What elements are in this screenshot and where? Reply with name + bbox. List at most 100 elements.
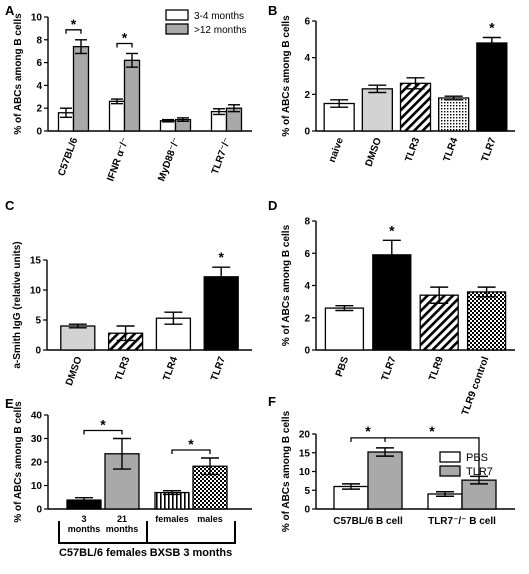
y-axis-label: % of ABCs among B cells (281, 410, 292, 532)
panel-letter: A (5, 3, 15, 18)
legend-label: 3-4 months (194, 11, 244, 22)
y-tick-label: 6 (304, 17, 310, 28)
y-tick-label: 2 (304, 313, 310, 324)
significance-star: * (122, 29, 128, 45)
x-tick-label: TLR4 (161, 355, 180, 383)
legend-swatch (439, 451, 461, 463)
y-tick-label: 0 (36, 127, 42, 138)
panel-d: D 0 2 4 6 8 % of ABCs among B cells PBS TLR7 TLR9… (268, 198, 515, 417)
significance-bracket (65, 29, 82, 34)
y-tick-label: 4 (304, 281, 310, 292)
x-tick-label: C57BL/6 B cell (333, 516, 403, 527)
x-tick-label: naive (327, 136, 346, 164)
y-tick-label: 8 (36, 35, 42, 46)
group-label: BXSB 3 months (150, 547, 233, 559)
x-tick-label: TLR7 (480, 136, 499, 164)
significance-star: * (429, 423, 435, 439)
significance-bracket (116, 42, 133, 48)
x-tick-label: females (155, 514, 189, 524)
x-tick-label: TLR3 (403, 136, 422, 164)
bar (466, 291, 507, 351)
x-tick-label: MyD88⁻/⁻ (156, 136, 182, 183)
y-tick-label: 2 (304, 90, 310, 101)
significance-star: * (100, 417, 106, 433)
y-tick-label: 6 (304, 249, 310, 260)
panel-b: B 0 2 4 6 % of ABCs among B cells naive DMSO TLR… (268, 3, 515, 168)
bar (476, 42, 508, 132)
panel-e: E 0 10 20 30 40 % of ABCs among B cells 3 months… (5, 396, 252, 559)
significance-bracket (83, 429, 123, 435)
legend-swatch (165, 9, 189, 21)
bar (324, 307, 365, 351)
y-tick-label: 5 (304, 486, 310, 497)
x-tick-label: DMSO (64, 355, 85, 387)
y-tick-label: 0 (304, 127, 310, 138)
panel-c: C 0 5 10 15 a-Smith IgG (relative units) DMSO T… (5, 198, 252, 387)
y-tick-label: 10 (30, 286, 42, 297)
y-tick-label: 0 (35, 346, 41, 357)
significance-bracket (385, 437, 480, 478)
y-axis-label: % of ABCs among B cells (13, 13, 24, 135)
bar (203, 276, 239, 351)
x-tick-label: TLR7 (380, 355, 399, 383)
significance-star: * (489, 20, 495, 36)
x-tick-label: TLR9 (427, 355, 446, 383)
y-axis-label: % of ABCs among B cells (13, 401, 24, 523)
panel-letter: E (5, 396, 14, 411)
y-tick-label: 40 (31, 411, 43, 422)
y-tick-label: 20 (31, 458, 43, 469)
panel-f: F 0 5 10 15 20 % of ABCs among B cells C57BL/6 … (268, 394, 515, 532)
y-tick-label: 30 (31, 434, 43, 445)
legend-swatch (165, 23, 189, 35)
y-axis-label: a-Smith IgG (relative units) (12, 241, 23, 368)
y-axis-label: % of ABCs among B cells (281, 224, 292, 346)
significance-star: * (71, 16, 77, 32)
significance-star: * (365, 423, 371, 439)
y-tick-label: 6 (36, 58, 42, 69)
y-tick-label: 0 (304, 346, 310, 357)
bar (399, 82, 432, 132)
y-tick-label: 10 (31, 481, 43, 492)
x-tick-label: 21 months (106, 514, 139, 534)
y-tick-label: 15 (30, 256, 42, 267)
significance-bracket (350, 437, 386, 442)
bar (372, 254, 412, 351)
panel-letter: C (5, 198, 15, 213)
x-tick-label: TLR3 (114, 355, 133, 383)
bar (60, 325, 96, 351)
legend-label: TLR7 (466, 466, 493, 478)
y-tick-label: 10 (31, 13, 43, 24)
y-tick-label: 5 (35, 316, 41, 327)
bar (361, 88, 393, 132)
y-tick-label: 0 (36, 505, 42, 516)
y-axis-label: % of ABCs among B cells (281, 15, 292, 137)
x-tick-label: TLR9 control (460, 355, 492, 417)
legend-swatch (439, 465, 461, 477)
y-tick-label: 4 (304, 53, 310, 64)
y-tick-label: 4 (36, 81, 42, 92)
bar-old (123, 59, 141, 132)
bar-tlr7 (367, 451, 403, 510)
y-tick-label: 10 (299, 467, 311, 478)
x-tick-label: TLR7 (209, 355, 228, 383)
significance-star: * (389, 222, 395, 238)
significance-star: * (218, 249, 224, 265)
panel-letter: D (268, 198, 277, 213)
legend-label: >12 months (194, 25, 247, 36)
y-tick-label: 2 (36, 104, 42, 115)
bar-old (72, 45, 90, 132)
group-bracket (146, 521, 236, 544)
x-tick-label: TLR7⁻/⁻ B cell (428, 516, 496, 527)
y-tick-label: 20 (299, 430, 311, 441)
x-tick-label: 3 months (68, 514, 101, 534)
x-tick-label: DMSO (364, 136, 385, 168)
panel-letter: F (268, 394, 276, 409)
y-tick-label: 0 (304, 505, 310, 516)
x-tick-label: PBS (334, 355, 351, 378)
x-tick-label: IFNR α⁻/⁻ (105, 136, 131, 183)
x-tick-label: TLR7⁻/⁻ (210, 136, 233, 176)
group-label: C57BL/6 females (59, 547, 147, 559)
panel-a: A 0 2 4 6 8 10 % of ABCs among B cells C57BL/6 IF… (5, 3, 252, 183)
x-tick-label: TLR4 (442, 136, 461, 164)
